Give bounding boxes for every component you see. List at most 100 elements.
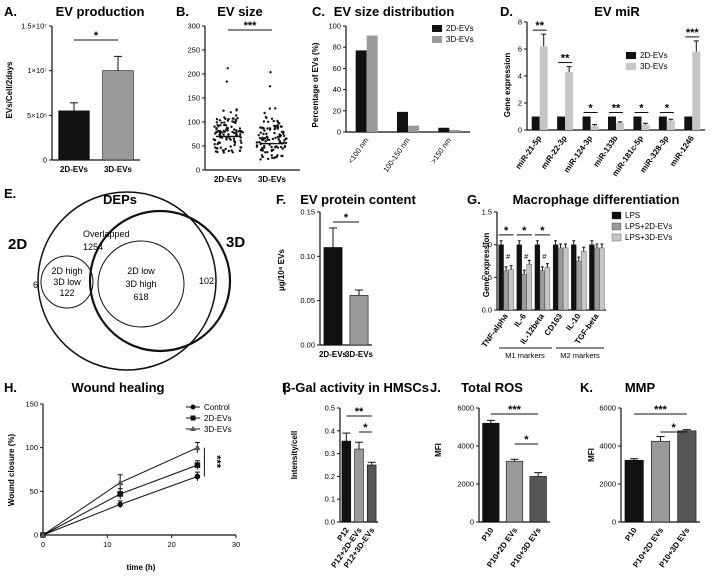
panel-j-sig-1-label: *	[524, 434, 529, 446]
panel-g-bar-1-4	[576, 260, 582, 311]
panel-b-point-1-101	[259, 158, 262, 161]
panel-b-ytick-label-5: 250	[187, 46, 200, 55]
panel-b-point-1-55	[276, 124, 279, 127]
panel-j-ylabel: MFI	[434, 443, 443, 457]
panel-k-letter: K.	[580, 380, 593, 395]
panel-f: F. EV protein content µg/10⁸ EVs 0.00 0.0…	[276, 192, 416, 359]
venn-only-3d: 102	[199, 276, 214, 286]
panel-d-letter: D.	[500, 4, 513, 19]
panel-g-legend-label-0: LPS	[625, 211, 640, 220]
panel-g-sig-1-label: *	[522, 225, 527, 237]
panel-g-legend-label-1: LPS+2D-EVs	[625, 222, 672, 231]
panel-k-sig-0-label: ***	[654, 404, 668, 416]
panel-h-ytick-label-2: 100	[25, 443, 38, 452]
panel-b-point-0-68	[233, 139, 236, 142]
panel-i-bar-2	[366, 464, 377, 523]
panel-j-ytick-label-3: 6000	[457, 404, 474, 413]
panel-h-xtick-label-2: 20	[167, 540, 175, 549]
panel-j-title: Total ROS	[461, 380, 523, 395]
panel-b-point-0-64	[219, 124, 222, 127]
panel-g: G. Macrophage differentiation Gene expre…	[467, 192, 679, 360]
panel-f-sig-0-label: *	[344, 212, 349, 224]
panel-b-point-0-10	[239, 139, 242, 142]
panel-h-legend-label-2: 3D-EVs	[204, 425, 232, 434]
panel-g-group-label-1: M2 markers	[560, 351, 600, 360]
panel-h-ytick-label-0: 0	[34, 531, 38, 540]
venn-inner-left-line1: 2D high	[51, 266, 82, 276]
panel-b-point-0-109	[225, 136, 228, 139]
panel-b-point-0-54	[224, 124, 227, 127]
panel-g-bar-2-4	[581, 251, 587, 311]
panel-b-point-1-52	[279, 141, 282, 144]
panel-b-point-1-63	[268, 127, 272, 130]
venn-inner-right-line2: 3D high	[125, 279, 156, 289]
panel-a-title: EV production	[56, 4, 145, 19]
panel-a-bar-0	[58, 110, 90, 161]
panel-c-legend-swatch-0	[432, 25, 442, 32]
panel-b-title: EV size	[217, 4, 263, 19]
panel-b-point-1-68	[265, 132, 268, 135]
panel-b-point-1-33	[274, 107, 277, 110]
panel-d-sig-0-label: **	[535, 20, 544, 32]
panel-i-ytick-label-3: 0.3	[325, 449, 335, 458]
panel-b-point-1-69	[267, 120, 270, 124]
panel-i-sig-0-label: **	[355, 406, 364, 418]
panel-b-point-0-101	[225, 138, 228, 141]
panel-b-point-0-70	[223, 130, 226, 133]
panel-d-bar-0-2	[582, 116, 591, 130]
panel-g-bar-0-5	[589, 244, 595, 311]
panel-c-legend-label-0: 2D-EVs	[446, 24, 474, 33]
panel-g-legend-swatch-1	[611, 222, 622, 231]
panel-b-point-0-76	[238, 149, 241, 152]
panel-b-point-0-106	[232, 137, 236, 140]
panel-b-ytick-label-6: 300	[187, 22, 200, 31]
panel-b-point-0-32	[213, 125, 216, 128]
panel-k-sig-1-label: *	[672, 422, 677, 434]
panel-b-point-1-59	[261, 127, 265, 130]
panel-f-ytick-label-1: 0.05	[300, 296, 315, 305]
panel-j-bar-2	[529, 476, 547, 523]
panel-b-point-1-98	[274, 156, 277, 159]
panel-i-ytick-label-4: 0.4	[325, 426, 335, 435]
panel-g-sig-2-label: *	[540, 225, 545, 237]
panel-d-bar-0-6	[684, 116, 693, 130]
panel-b-point-0-19	[229, 111, 232, 114]
panel-a-xtick-label-0: 2D-EVs	[60, 165, 89, 174]
panel-b-point-0-97	[237, 130, 240, 133]
panel-a-ylabel: EVs/Cell/2days	[5, 61, 14, 118]
panel-b-point-1-97	[259, 131, 262, 134]
panel-b-point-0-8	[218, 131, 222, 134]
panel-b-point-1-39	[279, 145, 283, 149]
panel-g-ytick-label-2: 1.0	[482, 240, 492, 249]
venn-inner-circle-right	[97, 240, 185, 328]
venn-overlapped-label: Overlapped	[83, 229, 130, 239]
panel-b-point-1-40	[258, 141, 261, 144]
panel-b-point-1-24	[270, 154, 273, 157]
panel-d-sig-3-label: **	[612, 103, 621, 115]
panel-c-letter: C.	[312, 4, 325, 19]
panel-b-point-0-72	[216, 130, 219, 133]
panel-b-point-0-71	[227, 117, 230, 121]
panel-g-bar-2-3	[562, 247, 569, 311]
panel-g-ytick-label-1: 0.5	[482, 273, 492, 282]
panel-b-point-1-0	[263, 146, 266, 149]
panel-b-point-0-73	[238, 127, 242, 130]
panel-b-point-0-62	[230, 125, 233, 128]
panel-j-bar-0	[482, 422, 500, 523]
panel-b-point-1-84	[261, 138, 264, 142]
panel-g-legend-label-2: LPS+3D-EVs	[625, 233, 672, 242]
panel-b-point-0-44	[234, 118, 237, 122]
panel-a-ytick-label-0: 0	[43, 156, 47, 165]
panel-k-ylabel: MFI	[587, 448, 596, 462]
panel-b-point-0-20	[222, 133, 225, 136]
panel-b-point-1-47	[267, 138, 271, 141]
panel-f-bar-1	[349, 295, 369, 346]
panel-b-point-1-89	[283, 144, 287, 148]
panel-d-sig-1-label: **	[561, 53, 570, 65]
panel-f-ytick-label-2: 0.10	[300, 252, 315, 261]
panel-g-xtick-label-0: TNF-alpha	[480, 312, 510, 350]
panel-b-letter: B.	[176, 4, 189, 19]
panel-d-bar-0-5	[658, 116, 667, 130]
panel-g-bar-1-2	[539, 270, 546, 311]
panel-b-point-1-73	[264, 151, 267, 154]
